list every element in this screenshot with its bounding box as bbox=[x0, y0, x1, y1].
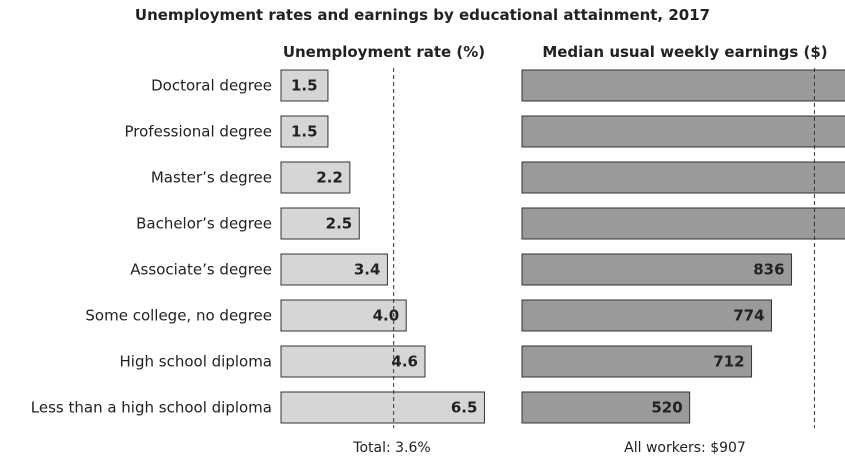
data-label: 2.5 bbox=[326, 215, 353, 233]
bar bbox=[280, 161, 351, 194]
data-label: 1.5 bbox=[291, 123, 318, 141]
category-label: Associate’s degree bbox=[130, 261, 272, 279]
data-label: 774 bbox=[733, 307, 764, 325]
data-label: 712 bbox=[713, 353, 744, 371]
data-label: 4.0 bbox=[373, 307, 400, 325]
bar bbox=[521, 207, 845, 240]
bar bbox=[280, 345, 426, 378]
category-label: Master’s degree bbox=[151, 169, 272, 187]
reference-label: Total: 3.6% bbox=[352, 440, 430, 456]
data-label: 1.5 bbox=[291, 77, 318, 95]
data-label: 3.4 bbox=[354, 261, 381, 279]
bar bbox=[521, 69, 845, 102]
category-label: High school diploma bbox=[120, 353, 272, 371]
category-label: Doctoral degree bbox=[151, 77, 272, 95]
category-label: Professional degree bbox=[125, 123, 272, 141]
bar bbox=[280, 391, 485, 424]
data-label: 6.5 bbox=[451, 399, 478, 417]
category-label: Some college, no degree bbox=[85, 307, 272, 325]
category-label: Bachelor’s degree bbox=[136, 215, 272, 233]
chart-title: Unemployment rates and earnings by educa… bbox=[134, 6, 711, 24]
reference-label: All workers: $907 bbox=[624, 440, 746, 456]
bar bbox=[280, 253, 388, 286]
bar bbox=[521, 115, 845, 148]
bar bbox=[280, 299, 407, 332]
panel-title: Median usual weekly earnings ($) bbox=[542, 43, 827, 61]
panel-title: Unemployment rate (%) bbox=[283, 43, 485, 61]
bar bbox=[521, 299, 773, 332]
data-label: 520 bbox=[651, 399, 682, 417]
bar bbox=[280, 115, 329, 148]
data-label: 2.2 bbox=[316, 169, 343, 187]
bar bbox=[521, 391, 691, 424]
data-label: 836 bbox=[753, 261, 784, 279]
bar bbox=[521, 253, 793, 286]
bar bbox=[280, 207, 360, 240]
data-label: 4.6 bbox=[391, 353, 418, 371]
bar bbox=[521, 161, 845, 194]
bar bbox=[280, 69, 329, 102]
bar bbox=[521, 345, 753, 378]
category-label: Less than a high school diploma bbox=[31, 399, 272, 417]
